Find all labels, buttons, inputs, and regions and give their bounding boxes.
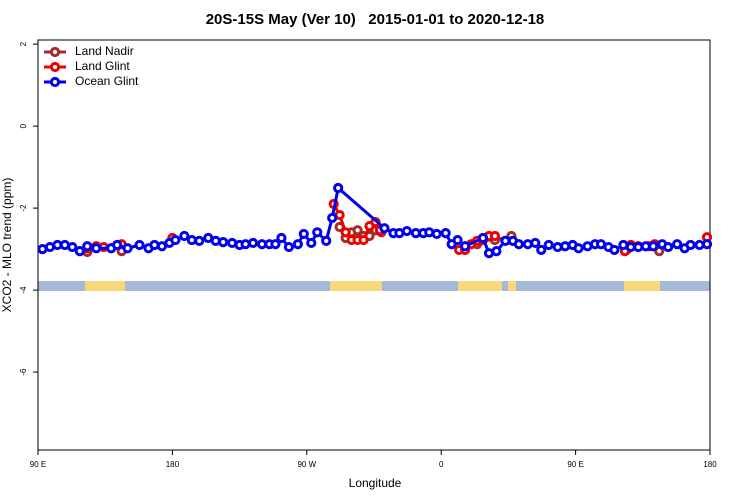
land-band xyxy=(458,281,502,291)
legend-marker xyxy=(49,61,61,73)
x-tick-label: 0 xyxy=(439,460,444,469)
data-point xyxy=(74,246,85,257)
data-point xyxy=(536,244,547,256)
land-band xyxy=(624,281,660,291)
legend-marker xyxy=(49,76,61,88)
x-tick-label: 90 E xyxy=(30,460,46,469)
data-point xyxy=(91,243,102,254)
data-point xyxy=(82,241,93,252)
legend-marker xyxy=(49,46,61,58)
data-point xyxy=(672,239,683,250)
y-tick-label: -2 xyxy=(19,204,28,212)
data-point xyxy=(663,241,674,253)
data-point xyxy=(530,237,541,249)
data-point xyxy=(122,243,133,254)
data-point xyxy=(452,234,463,246)
y-tick-label: -6 xyxy=(19,368,28,376)
data-point xyxy=(112,239,123,251)
data-point xyxy=(283,241,294,253)
data-point xyxy=(573,243,584,254)
data-point xyxy=(358,234,369,246)
y-axis-label: XCO2 - MLO trend (ppm) xyxy=(0,178,14,313)
data-point xyxy=(306,237,317,249)
data-point xyxy=(701,239,713,250)
data-point xyxy=(312,227,323,238)
y-tick-label: 0 xyxy=(19,123,28,128)
data-point xyxy=(459,241,471,252)
data-point xyxy=(401,225,412,237)
data-point xyxy=(491,246,502,257)
x-tick-label: 90 W xyxy=(297,460,316,469)
data-point xyxy=(298,228,309,240)
data-point xyxy=(334,221,345,233)
data-point xyxy=(648,241,659,252)
data-point xyxy=(685,239,696,251)
data-point xyxy=(270,239,281,250)
data-point xyxy=(321,235,332,246)
data-point xyxy=(489,230,501,242)
data-point xyxy=(134,239,145,251)
data-point xyxy=(609,244,620,256)
data-point xyxy=(194,235,205,246)
data-point xyxy=(513,239,524,250)
land-band xyxy=(508,281,516,291)
data-point xyxy=(179,230,190,242)
y-tick-label: 2 xyxy=(19,41,28,46)
data-point xyxy=(352,225,363,236)
data-point xyxy=(292,239,303,250)
surface-band xyxy=(38,281,710,291)
land-band xyxy=(330,281,382,291)
land-band xyxy=(85,281,125,291)
legend-label: Land Nadir xyxy=(75,44,134,58)
legend-label: Ocean Glint xyxy=(75,74,139,88)
y-tick-label: -4 xyxy=(19,286,28,294)
legend-label: Land Glint xyxy=(75,59,130,73)
data-point xyxy=(247,237,259,249)
x-tick-label: 180 xyxy=(166,460,180,469)
data-point xyxy=(333,182,344,194)
data-point xyxy=(340,227,351,238)
x-tick-label: 180 xyxy=(703,460,717,469)
data-point xyxy=(218,237,229,248)
data-point xyxy=(440,228,451,239)
data-point xyxy=(170,234,181,246)
data-point xyxy=(543,239,554,251)
x-tick-label: 90 E xyxy=(567,460,583,469)
data-point xyxy=(379,223,390,234)
data-point xyxy=(327,212,338,224)
data-point xyxy=(67,241,78,253)
data-point xyxy=(431,228,442,240)
chart-title: 20S-15S May (Ver 10) 2015-01-01 to 2020-… xyxy=(206,11,545,28)
data-point xyxy=(477,232,489,244)
x-axis-label: Longitude xyxy=(349,476,402,490)
data-point xyxy=(276,232,287,244)
